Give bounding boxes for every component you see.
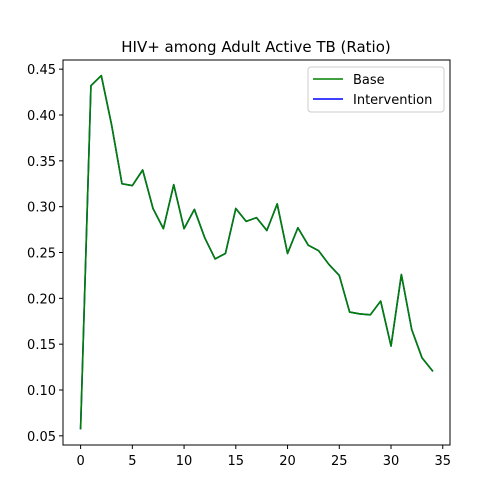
y-tick-label: 0.10 [27,384,56,399]
x-tick-label: 0 [76,454,84,469]
x-tick-label: 15 [228,454,245,469]
x-axis: 0 5 10 15 20 25 30 35 [76,445,451,469]
x-tick-label: 30 [383,454,400,469]
chart-title: HIV+ among Adult Active TB (Ratio) [121,38,391,56]
legend-label-intervention: Intervention [353,93,432,108]
y-tick-label: 0.30 [27,201,56,216]
x-tick-label: 35 [434,454,451,469]
y-axis: 0.05 0.10 0.15 0.20 0.25 0.30 0.35 0.40 0.45 [27,63,63,445]
y-tick-label: 0.40 [27,109,56,124]
y-tick-label: 0.45 [27,63,56,78]
x-tick-label: 5 [128,454,136,469]
series-lines [79,74,434,430]
plot-area-frame [62,59,451,446]
x-tick-label: 20 [279,454,296,469]
y-tick-label: 0.35 [27,155,56,170]
x-tick-label: 10 [176,454,193,469]
series-line-base [79,74,434,430]
y-tick-label: 0.05 [27,430,56,445]
legend-label-base: Base [353,73,385,88]
y-tick-label: 0.20 [27,292,56,307]
legend: Base Intervention [307,66,445,113]
series-line-intervention [79,74,434,430]
y-tick-label: 0.25 [27,247,56,262]
x-tick-label: 25 [331,454,348,469]
y-tick-label: 0.15 [27,338,56,353]
